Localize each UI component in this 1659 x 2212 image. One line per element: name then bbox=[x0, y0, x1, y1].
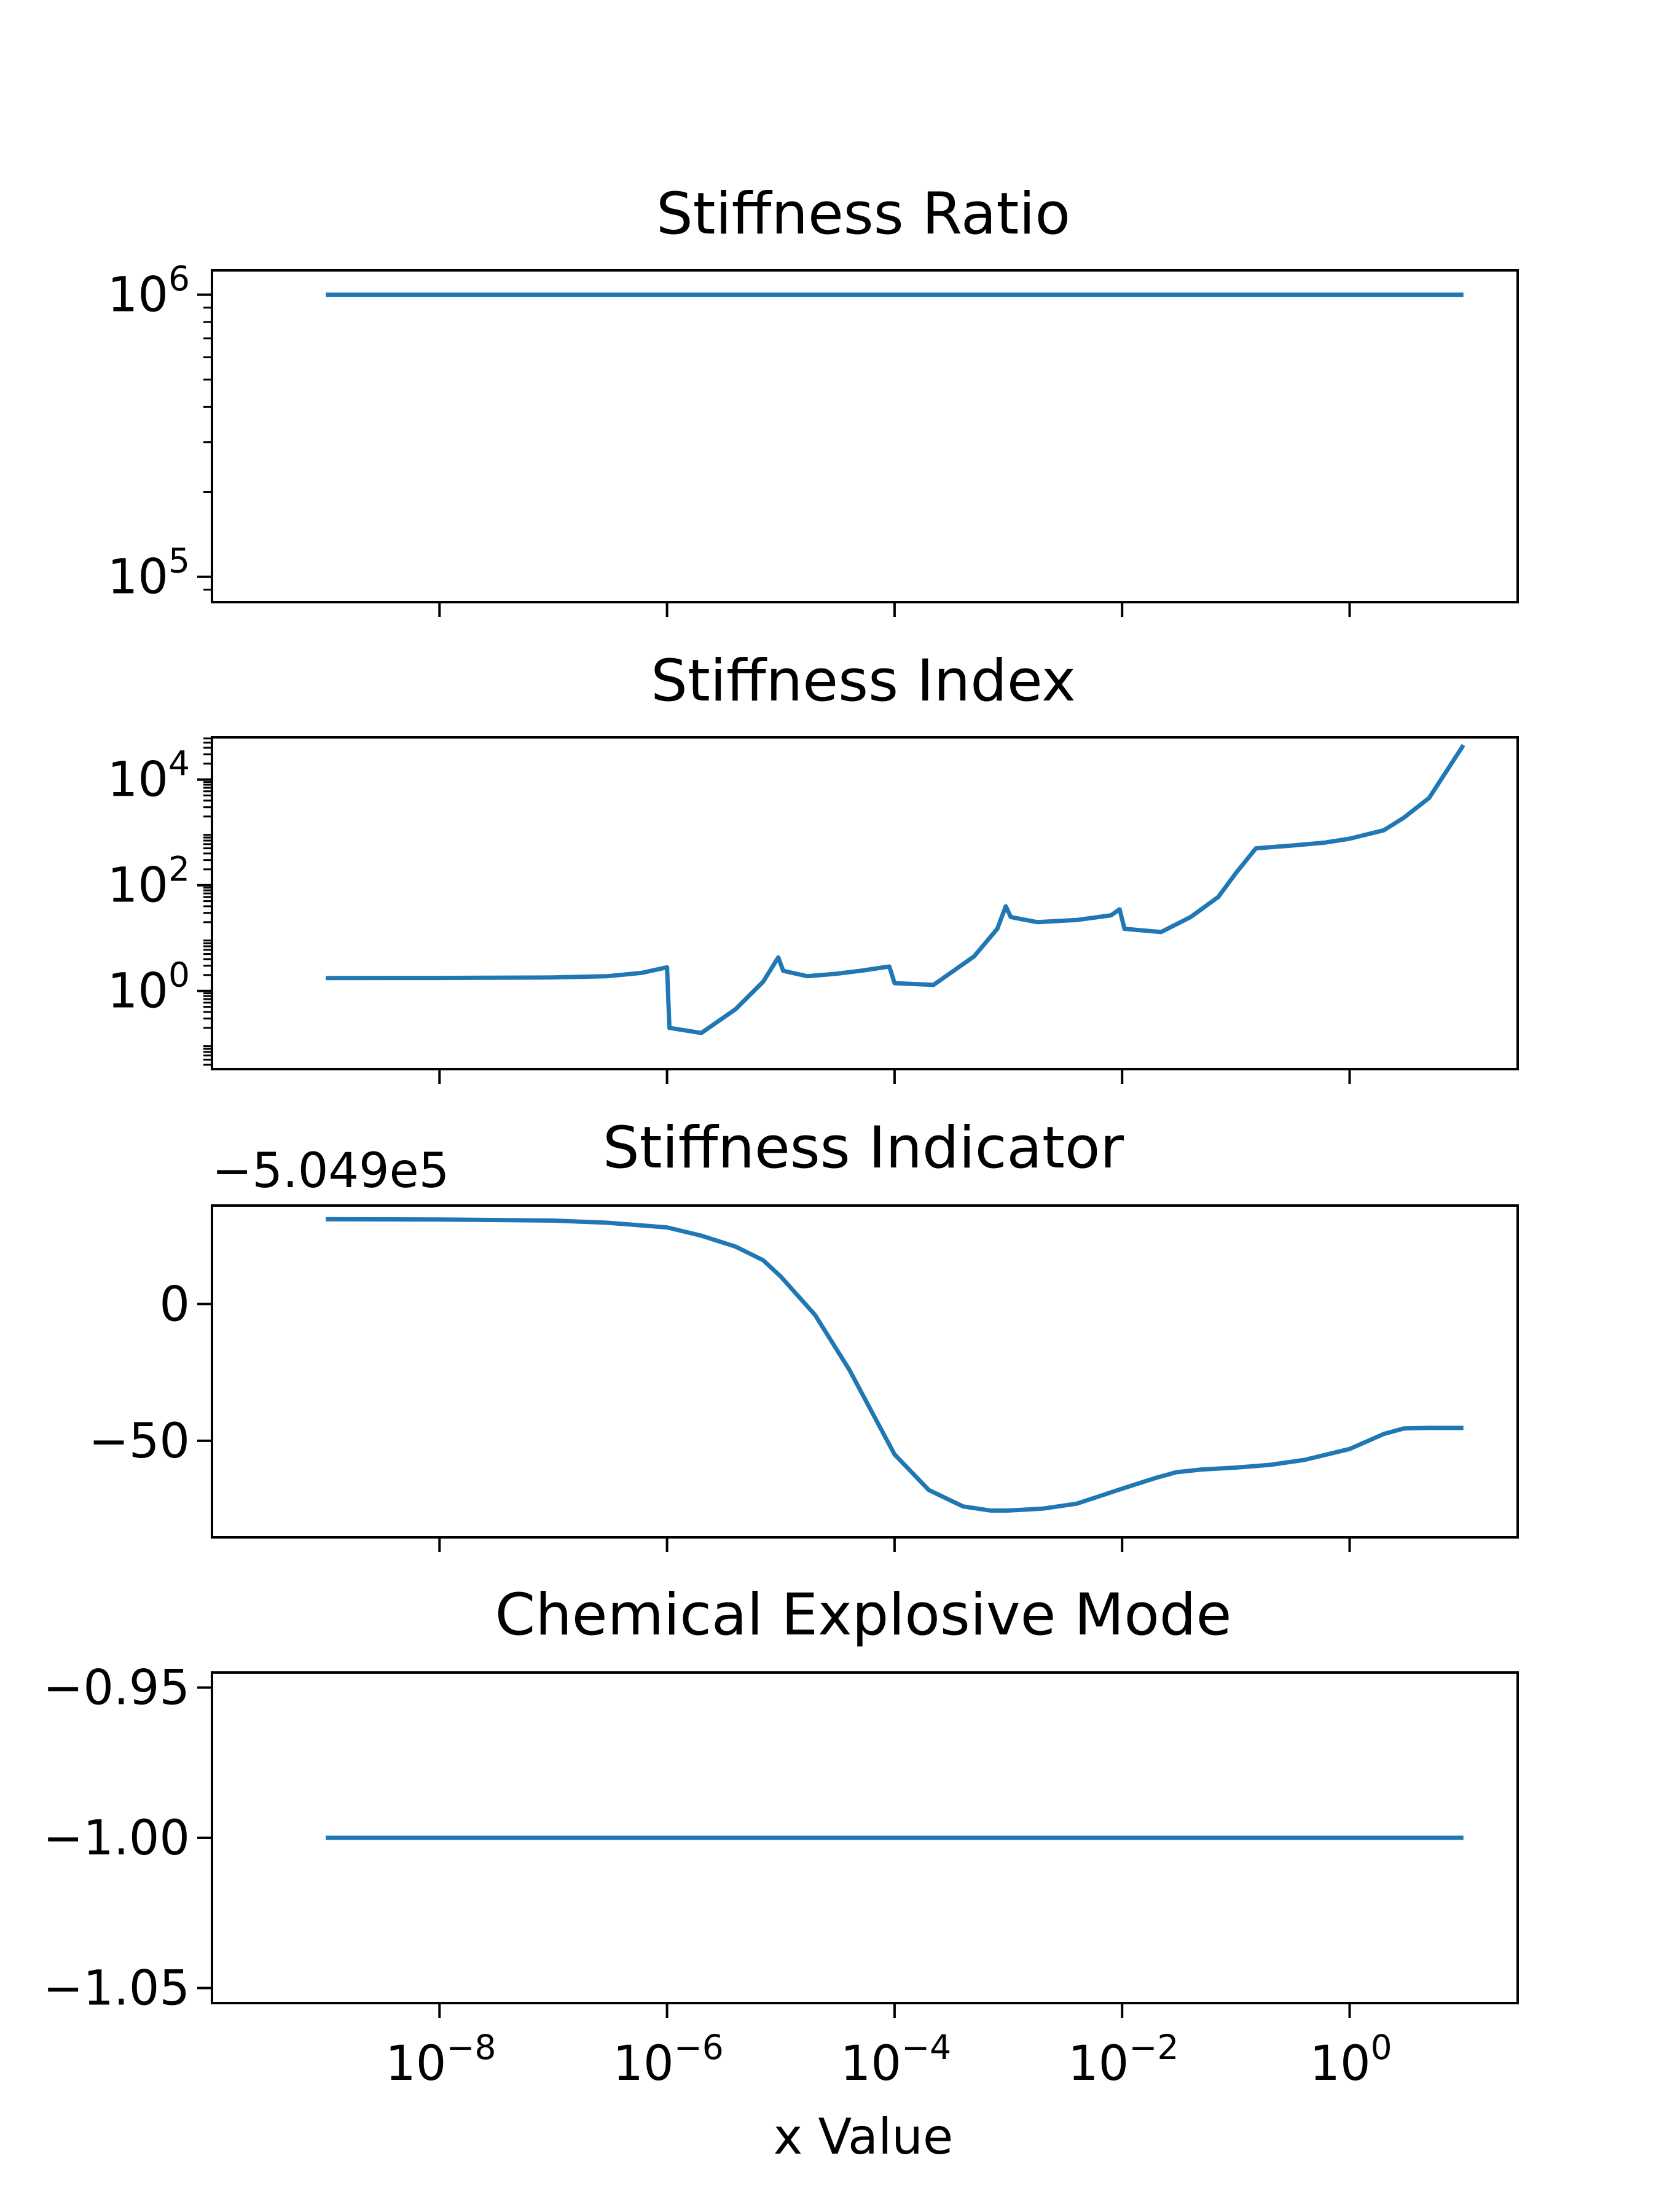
x-axis-label: x Value bbox=[774, 2108, 953, 2165]
plot-frame bbox=[211, 1671, 1519, 2004]
y-tick-base: 10 bbox=[108, 550, 168, 605]
panel-title: Chemical Explosive Mode bbox=[495, 1582, 1232, 1649]
y-offset-label: −5.049e5 bbox=[212, 1143, 449, 1199]
y-tick-base: 10 bbox=[108, 753, 168, 808]
y-tick-label: 105 bbox=[108, 541, 190, 605]
x-tick-base: 10 bbox=[385, 2036, 446, 2092]
x-tick-exponent: −6 bbox=[674, 2028, 724, 2067]
y-tick-exponent: 0 bbox=[168, 955, 190, 995]
y-tick-label: −0.95 bbox=[43, 1660, 190, 1716]
x-tick-exponent: −8 bbox=[446, 2028, 496, 2067]
y-tick-exponent: 6 bbox=[168, 259, 190, 299]
y-tick-base: 10 bbox=[108, 268, 168, 323]
panel-stiffness-indicator: Stiffness Indicator −5.049e5 0 −50 bbox=[88, 1115, 1519, 1552]
y-tick-label: −50 bbox=[88, 1414, 190, 1469]
panel-title: Stiffness Ratio bbox=[656, 181, 1070, 248]
x-tick-base: 10 bbox=[613, 2036, 673, 2092]
x-tick-label: 10−4 bbox=[841, 2028, 951, 2092]
plot-frame bbox=[211, 269, 1519, 603]
y-tick-label: 106 bbox=[108, 259, 190, 323]
plot-frame bbox=[211, 1204, 1519, 1539]
y-tick-label: 100 bbox=[108, 955, 190, 1019]
y-tick-label: −1.05 bbox=[43, 1961, 190, 2017]
y-tick-label: 104 bbox=[108, 744, 190, 808]
y-tick-label: 102 bbox=[108, 850, 190, 914]
x-tick-base: 10 bbox=[1309, 2036, 1370, 2092]
x-tick-label: 10−8 bbox=[385, 2028, 496, 2092]
plot-frame bbox=[211, 736, 1519, 1070]
x-tick-exponent: −2 bbox=[1129, 2028, 1179, 2067]
x-tick-base: 10 bbox=[841, 2036, 901, 2092]
panel-title: Stiffness Index bbox=[651, 648, 1075, 715]
y-tick-label: 0 bbox=[159, 1277, 190, 1332]
x-tick-label: 100 bbox=[1309, 2028, 1392, 2092]
y-tick-exponent: 4 bbox=[168, 744, 190, 783]
x-tick-exponent: −4 bbox=[901, 2028, 951, 2067]
y-tick-base: 10 bbox=[108, 964, 168, 1019]
x-tick-label: 10−2 bbox=[1068, 2028, 1179, 2092]
x-tick-exponent: 0 bbox=[1371, 2028, 1392, 2067]
series-line bbox=[326, 1217, 1464, 1513]
y-tick-exponent: 5 bbox=[168, 541, 190, 581]
x-tick-label: 10−6 bbox=[613, 2028, 723, 2092]
y-tick-exponent: 2 bbox=[168, 850, 190, 889]
y-tick-label: −1.00 bbox=[43, 1811, 190, 1866]
panel-title: Stiffness Indicator bbox=[603, 1115, 1124, 1182]
x-tick-base: 10 bbox=[1068, 2036, 1129, 2092]
panel-chemical-explosive-mode: Chemical Explosive Mode −0.95 −1.00 −1.05 10… bbox=[43, 1582, 1519, 2092]
series-line bbox=[326, 743, 1465, 1035]
y-tick-base: 10 bbox=[108, 858, 168, 914]
